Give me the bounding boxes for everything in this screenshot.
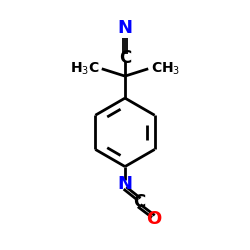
Text: CH$_3$: CH$_3$ [151, 60, 180, 77]
Text: N: N [118, 18, 132, 36]
Text: H$_3$C: H$_3$C [70, 60, 99, 77]
Text: C: C [119, 49, 131, 67]
Text: N: N [118, 175, 132, 193]
Text: C: C [133, 193, 145, 211]
Text: O: O [146, 210, 161, 228]
